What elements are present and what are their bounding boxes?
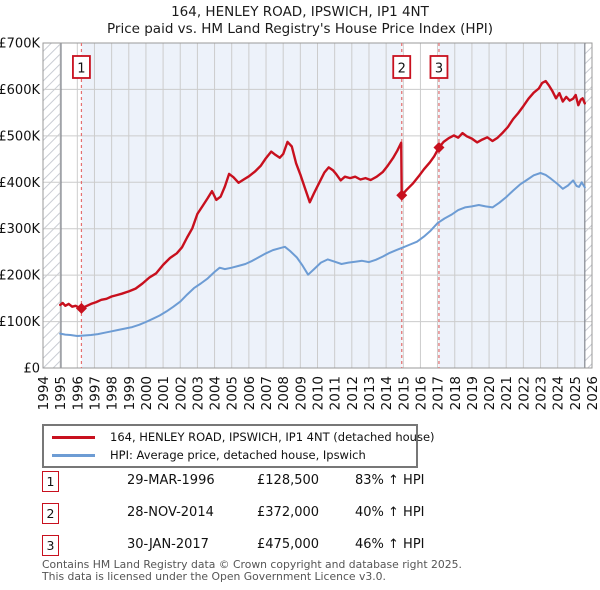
sale-date: 30-JAN-2017 bbox=[127, 537, 209, 552]
sale-number-badge: 3 bbox=[42, 535, 59, 556]
legend-label-property: 164, HENLEY ROAD, IPSWICH, IP1 4NT (deta… bbox=[110, 430, 435, 444]
sale-price: £475,000 bbox=[257, 537, 320, 552]
x-axis-tick-label: 2004 bbox=[208, 376, 224, 410]
sale-price: £372,000 bbox=[257, 505, 320, 520]
x-axis-tick-label: 2007 bbox=[259, 376, 275, 410]
x-axis-tick-label: 1995 bbox=[53, 376, 69, 410]
y-axis-tick-label: £100K bbox=[0, 315, 40, 330]
footer-line-1: Contains HM Land Registry data © Crown c… bbox=[42, 558, 462, 571]
sale-hpi-comparison: 46% ↑ HPI bbox=[355, 537, 425, 552]
background-band-white bbox=[61, 43, 82, 368]
x-axis-tick-label: 2015 bbox=[396, 376, 412, 410]
x-axis-tick-label: 1999 bbox=[122, 376, 138, 410]
sale-date: 28-NOV-2014 bbox=[127, 505, 214, 520]
sale-number-box-label: 1 bbox=[77, 62, 85, 77]
sale-hpi-comparison: 40% ↑ HPI bbox=[355, 505, 425, 520]
x-axis-tick-label: 2021 bbox=[499, 376, 515, 410]
x-axis-tick-label: 2025 bbox=[568, 376, 584, 410]
page-title: 164, HENLEY ROAD, IPSWICH, IP1 4NT bbox=[171, 4, 429, 20]
x-axis-tick-label: 2017 bbox=[431, 376, 447, 410]
x-axis-tick-label: 1998 bbox=[105, 376, 121, 410]
x-axis-tick-label: 2024 bbox=[551, 376, 567, 410]
chart-subtitle: Price paid vs. HM Land Registry's House … bbox=[107, 21, 493, 37]
x-axis-tick-label: 2016 bbox=[413, 376, 429, 410]
blue-line-swatch-icon bbox=[52, 453, 95, 457]
hpi-line bbox=[59, 172, 586, 337]
sale-point-diamond-icon bbox=[396, 189, 408, 201]
x-axis-tick-label: 2008 bbox=[276, 376, 292, 410]
x-axis-tick-label: 2011 bbox=[328, 376, 344, 410]
x-axis-tick-label: 2009 bbox=[293, 376, 309, 410]
y-axis-tick-label: £500K bbox=[0, 129, 40, 144]
sale-number-box bbox=[392, 55, 412, 79]
x-axis-tick-label: 2000 bbox=[139, 376, 155, 410]
sale-number-box-label: 2 bbox=[398, 62, 406, 77]
legend-item-hpi: HPI: Average price, detached house, Ipsw… bbox=[44, 448, 416, 463]
background-band-owned bbox=[81, 43, 402, 368]
x-axis-tick-label: 1996 bbox=[70, 376, 86, 410]
y-axis-tick-label: £200K bbox=[0, 269, 40, 284]
y-axis-tick-label: £700K bbox=[0, 37, 40, 52]
background-band-owned bbox=[438, 43, 585, 368]
y-axis-tick-label: £0 bbox=[23, 362, 40, 377]
footer-line-2: This data is licensed under the Open Gov… bbox=[42, 569, 386, 583]
y-axis-tick-label: £400K bbox=[0, 176, 40, 191]
sale-number-badge: 1 bbox=[42, 471, 59, 492]
x-axis-tick-label: 2019 bbox=[465, 376, 481, 410]
x-axis-tick-label: 2018 bbox=[448, 376, 464, 410]
sale-hpi-comparison: 83% ↑ HPI bbox=[355, 473, 425, 488]
y-axis-tick-label: £300K bbox=[0, 222, 40, 237]
price-chart: 1 2 3 £0 £100K £200K £300K £400K £500K £600K £700K… bbox=[0, 37, 600, 411]
x-axis-tick-label: 2001 bbox=[156, 376, 172, 410]
chart-legend: 164, HENLEY ROAD, IPSWICH, IP1 4NT (deta… bbox=[42, 424, 435, 468]
x-axis-tick-label: 2013 bbox=[362, 376, 378, 410]
x-axis-tick-label: 2010 bbox=[311, 376, 327, 410]
x-axis-tick-label: 2026 bbox=[585, 376, 600, 410]
x-axis-tick-label: 2014 bbox=[379, 376, 395, 410]
sale-point-diamond-icon bbox=[75, 302, 87, 314]
x-axis-tick-label: 2022 bbox=[516, 376, 532, 410]
legend-label-hpi: HPI: Average price, detached house, Ipsw… bbox=[110, 448, 366, 462]
sale-number-box-label: 3 bbox=[435, 62, 443, 77]
sale-number-box bbox=[429, 55, 449, 79]
sale-date: 29-MAR-1996 bbox=[127, 473, 215, 488]
x-axis-tick-label: 2012 bbox=[345, 376, 361, 410]
sale-number-badge: 2 bbox=[42, 503, 59, 524]
x-axis-tick-label: 1994 bbox=[36, 376, 52, 410]
y-axis-tick-label: £600K bbox=[0, 83, 40, 98]
x-axis-tick-label: 2006 bbox=[242, 376, 258, 410]
red-line-swatch-icon bbox=[52, 435, 95, 439]
background-band-hatch bbox=[43, 43, 62, 368]
legend-item-property: 164, HENLEY ROAD, IPSWICH, IP1 4NT (deta… bbox=[44, 430, 435, 445]
sale-point-diamond-icon bbox=[433, 141, 445, 153]
x-axis-tick-label: 2005 bbox=[225, 376, 241, 410]
x-axis-tick-label: 2020 bbox=[482, 376, 498, 410]
footer-copyright: Contains HM Land Registry data © Crown c… bbox=[42, 559, 462, 582]
x-axis-tick-label: 1997 bbox=[87, 376, 103, 410]
sale-number-box bbox=[72, 55, 91, 79]
x-axis-tick-label: 2002 bbox=[173, 376, 189, 410]
property-price-line bbox=[59, 79, 586, 310]
x-axis-tick-label: 2023 bbox=[534, 376, 550, 410]
x-axis-tick-label: 2003 bbox=[190, 376, 206, 410]
plot-border bbox=[42, 42, 593, 369]
sale-price: £128,500 bbox=[257, 473, 320, 488]
background-band-hatch bbox=[584, 43, 592, 368]
